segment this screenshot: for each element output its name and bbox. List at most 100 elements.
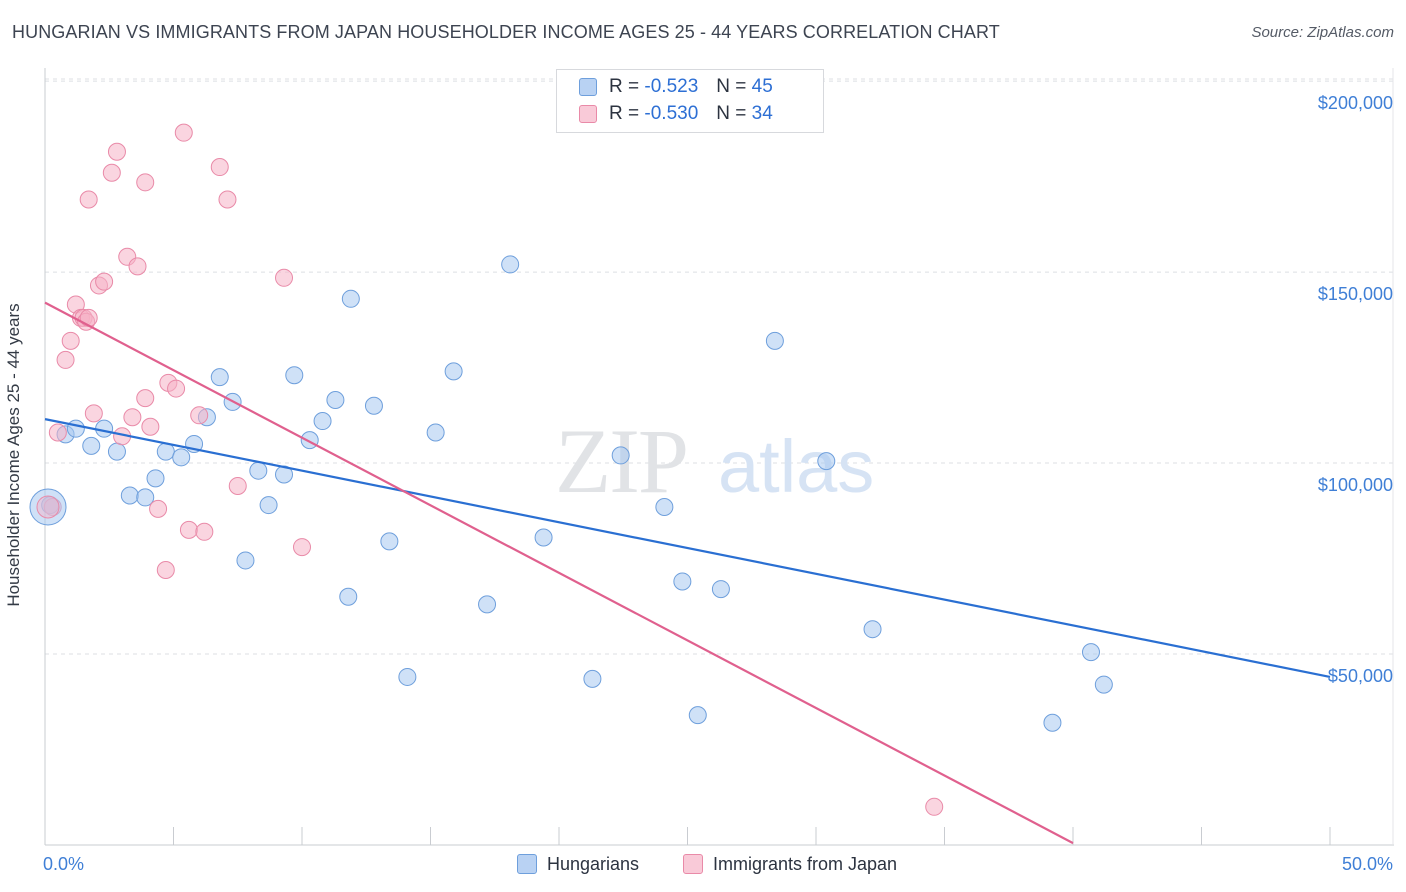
point-japan	[61, 331, 80, 350]
point-japan	[136, 389, 155, 408]
point-hungarians	[82, 436, 101, 455]
y-tick-label: $50,000	[1328, 666, 1393, 686]
legend-row-japan: R = -0.530 N = 34	[579, 101, 773, 127]
legend-n-value-japan: 34	[751, 103, 773, 124]
point-japan	[228, 476, 247, 495]
point-japan	[179, 520, 198, 539]
point-japan	[56, 350, 75, 369]
point-japan	[107, 142, 126, 161]
point-hungarians-large	[29, 488, 67, 526]
axes	[44, 68, 1394, 846]
point-japan	[48, 423, 67, 442]
point-hungarians	[655, 497, 674, 516]
y-tick-label: $200,000	[1318, 93, 1393, 113]
bottom-legend-label-japan: Immigrants from Japan	[713, 853, 898, 874]
point-japan	[190, 406, 209, 425]
point-hungarians	[583, 669, 602, 688]
y-axis-label: Householder Income Ages 25 - 44 years	[4, 303, 23, 607]
point-japan	[95, 272, 114, 291]
point-hungarians	[120, 486, 139, 505]
point-japan	[156, 560, 175, 579]
trendlines	[44, 301, 1331, 845]
point-hungarians	[66, 419, 85, 438]
point-hungarians	[380, 532, 399, 551]
legend-n-value-hungarians: 45	[751, 76, 773, 97]
legend-r-label: R =	[609, 103, 640, 124]
y-tick-labels: $50,000 $100,000 $150,000 $200,000	[1318, 93, 1393, 686]
trendline-japan	[44, 301, 1074, 845]
point-japan	[84, 404, 103, 423]
point-hungarians	[501, 255, 520, 274]
point-hungarians	[172, 448, 191, 467]
bottom-legend-swatch-hungarians	[517, 854, 537, 874]
bottom-legend-hungarians: Hungarians	[517, 851, 639, 877]
point-hungarians	[136, 488, 155, 507]
point-japan	[123, 408, 142, 427]
point-hungarians	[1043, 713, 1062, 732]
point-hungarians	[236, 551, 255, 570]
point-hungarians	[444, 362, 463, 381]
point-japan	[128, 257, 147, 276]
point-hungarians	[339, 587, 358, 606]
point-hungarians	[210, 368, 229, 387]
point-japan	[136, 173, 155, 192]
point-hungarians	[107, 442, 126, 461]
point-japan-large	[36, 495, 60, 519]
point-hungarians	[259, 496, 278, 515]
legend-swatch-hungarians	[579, 78, 597, 96]
point-hungarians	[341, 289, 360, 308]
point-japan	[195, 522, 214, 541]
point-japan	[293, 538, 311, 557]
point-hungarians	[688, 706, 707, 725]
y-tick-label: $150,000	[1318, 284, 1393, 304]
point-hungarians	[478, 595, 497, 614]
point-hungarians	[146, 469, 165, 488]
point-japan	[102, 163, 121, 182]
point-hungarians	[364, 396, 383, 415]
point-hungarians	[1081, 643, 1100, 662]
legend-n-label: N =	[716, 76, 747, 97]
source-label: Source: ZipAtlas.com	[1251, 24, 1394, 41]
point-hungarians	[673, 572, 692, 591]
point-japan	[141, 417, 160, 436]
point-japan	[149, 499, 168, 518]
legend-row-hungarians: R = -0.523 N = 45	[579, 74, 773, 100]
point-japan	[275, 268, 294, 287]
point-japan	[167, 379, 186, 398]
point-hungarians	[611, 446, 630, 465]
bottom-legend-japan: Immigrants from Japan	[683, 851, 897, 877]
point-hungarians	[326, 391, 345, 410]
point-hungarians	[711, 580, 730, 599]
point-hungarians	[1094, 675, 1113, 694]
point-hungarians	[863, 620, 882, 639]
point-hungarians	[313, 412, 332, 431]
point-hungarians	[426, 423, 445, 442]
point-hungarians	[765, 331, 784, 350]
x-tick-label-max: 50.0%	[1342, 854, 1393, 874]
point-japan	[174, 123, 193, 142]
point-japan	[79, 308, 98, 327]
point-japan	[210, 158, 229, 177]
legend-r-value-hungarians: -0.523	[644, 76, 699, 97]
legend-swatch-japan	[579, 105, 597, 123]
point-hungarians	[534, 528, 553, 547]
correlation-legend: R = -0.523 N = 45 R = -0.530 N = 34	[556, 69, 824, 133]
point-hungarians	[398, 667, 417, 686]
point-hungarians	[817, 452, 836, 471]
bottom-legend-label-hungarians: Hungarians	[547, 853, 640, 874]
y-tick-label: $100,000	[1318, 475, 1393, 495]
legend-r-value-japan: -0.530	[644, 103, 699, 124]
point-japan	[79, 190, 98, 209]
point-japan	[925, 797, 944, 816]
point-hungarians	[285, 366, 304, 385]
legend-r-label: R =	[609, 76, 640, 97]
trendline-hungarians	[44, 418, 1331, 679]
bottom-legend-swatch-japan	[683, 854, 703, 874]
point-hungarians	[249, 461, 268, 480]
chart-title: HUNGARIAN VS IMMIGRANTS FROM JAPAN HOUSE…	[12, 22, 1000, 42]
point-japan	[218, 190, 237, 209]
legend-n-label: N =	[716, 103, 747, 124]
watermark-atlas: atlas	[718, 425, 874, 508]
x-tick-label-min: 0.0%	[43, 854, 84, 874]
